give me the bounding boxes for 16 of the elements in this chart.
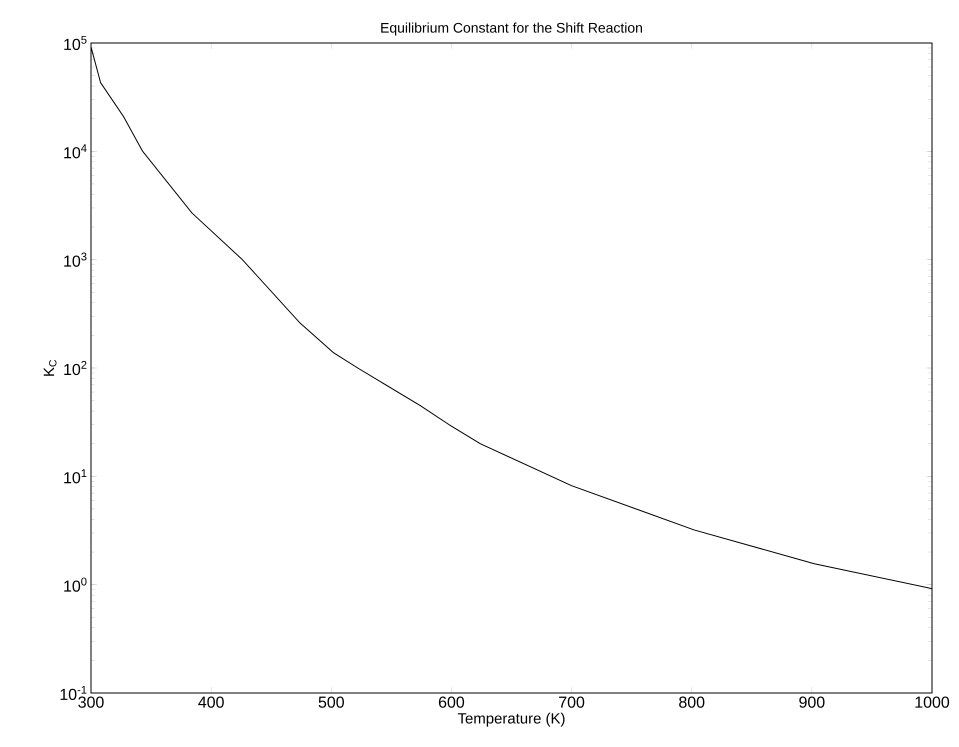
x-tick-label: 700	[559, 696, 584, 708]
chart-title: Equilibrium Constant for the Shift Reaction	[381, 22, 642, 36]
x-tick-label: 400	[198, 696, 224, 708]
y-tick-label: 10$^{3}$	[64, 252, 86, 267]
x-tick-label: 500	[318, 696, 344, 708]
x-tick-label: 800	[679, 696, 704, 708]
y-tick-label: 10$^{4}$	[64, 144, 87, 158]
y-tick-label: 10$^{2}$	[64, 360, 86, 376]
x-tick-label: 1000	[916, 696, 950, 708]
y-tick-label: 10$^{0}$	[64, 578, 87, 592]
x-tick-label: 900	[799, 696, 825, 708]
x-axis-title: Temperature (K)	[458, 712, 565, 727]
x-tick-label: 600	[438, 696, 464, 708]
y-tick-label: 10$^{1}$	[64, 469, 86, 484]
y-tick-label: 10$^{5}$	[64, 36, 87, 50]
y-axis-title: K$_{C}$	[44, 360, 56, 376]
